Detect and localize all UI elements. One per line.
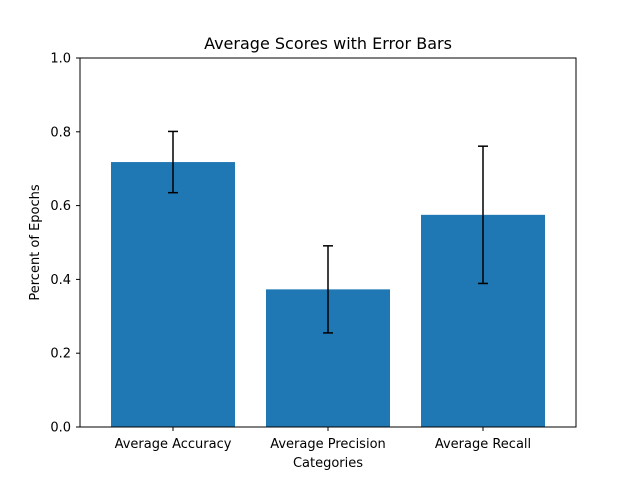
y-tick-label-1: 0.0 xyxy=(50,421,71,436)
chart-title: Average Scores with Error Bars xyxy=(204,34,452,53)
y-tick-label-4: 0.6 xyxy=(50,199,71,214)
x-tick-label-2: Average Precision xyxy=(270,437,386,452)
y-tick-label-3: 0.4 xyxy=(50,273,71,288)
y-axis: 0.0 0.2 0.4 0.6 0.8 1.0 xyxy=(50,52,80,436)
x-axis: Average Accuracy Average Precision Average… xyxy=(115,427,531,452)
plot-frame xyxy=(79,57,577,428)
x-tick-label-1: Average Accuracy xyxy=(115,437,232,452)
error-bar-2 xyxy=(323,245,333,334)
y-tick-label-2: 0.2 xyxy=(50,347,71,362)
x-axis-label: Categories xyxy=(293,456,363,471)
y-axis-label: Percent of Epochs xyxy=(28,184,43,301)
error-bar-3 xyxy=(478,145,488,285)
bar-1 xyxy=(111,162,235,428)
bars-layer xyxy=(111,162,545,428)
y-tick-label-5: 0.8 xyxy=(50,125,71,140)
error-bar-1 xyxy=(168,130,178,194)
error-bars-layer xyxy=(168,130,488,334)
y-tick-label-6: 1.0 xyxy=(50,52,71,67)
x-tick-label-3: Average Recall xyxy=(435,437,531,452)
